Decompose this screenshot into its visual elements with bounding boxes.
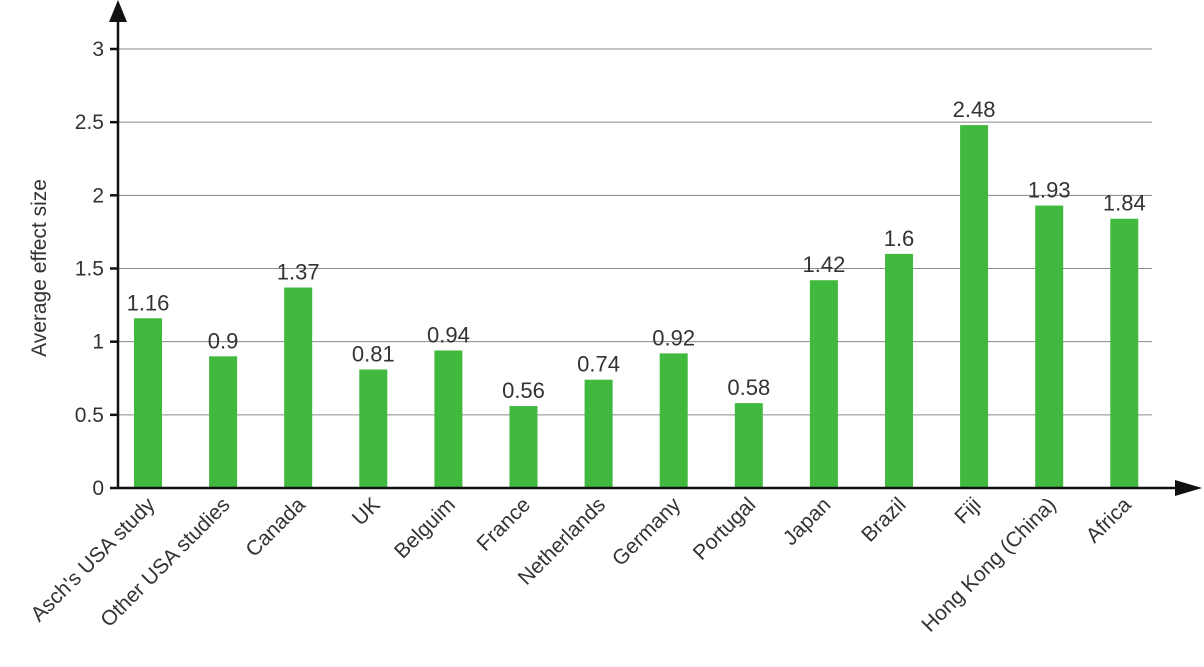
bar (134, 318, 162, 488)
bar (659, 353, 688, 488)
data-label: 0.74 (577, 352, 620, 377)
data-labels: 1.16 0.9 1.37 0.81 0.94 0.56 0.74 0.92 0.58 1.42 1… (127, 97, 1146, 403)
y-axis-arrowhead (109, 0, 127, 22)
y-tick-label: 3 (92, 38, 104, 61)
category-label: Japan (779, 493, 836, 550)
data-label: 0.9 (208, 328, 239, 353)
bar (734, 403, 763, 488)
bar (434, 350, 463, 488)
bar (359, 369, 388, 488)
data-label: 2.48 (953, 97, 996, 122)
bar (584, 379, 613, 488)
data-label: 0.94 (427, 322, 470, 347)
y-tick-label: 0.5 (75, 404, 104, 427)
bar (809, 280, 838, 488)
category-label: Brazil (857, 493, 910, 546)
data-label: 1.42 (802, 252, 845, 277)
bar (284, 287, 313, 488)
data-label: 1.6 (884, 226, 915, 251)
data-label: 0.58 (727, 375, 770, 400)
category-label: Portugal (689, 493, 761, 565)
bar (1035, 205, 1064, 488)
category-label: Belguim (390, 493, 460, 563)
bar (209, 356, 238, 488)
y-tick-label: 0 (92, 477, 104, 500)
axes (109, 0, 1202, 496)
category-label: Other USA studies (96, 493, 234, 631)
category-label: Fiji (950, 493, 985, 528)
category-label: France (473, 493, 535, 555)
bar (960, 125, 989, 489)
category-label: Africa (1082, 493, 1136, 547)
y-tick-labels: 0 0.5 1 1.5 2 2.5 3 (75, 38, 104, 500)
category-label: Hong Kong (China) (917, 493, 1060, 636)
y-tick-label: 1 (92, 331, 104, 354)
bar (509, 406, 538, 488)
data-label: 0.92 (652, 325, 695, 350)
data-label: 0.56 (502, 378, 545, 403)
data-label: 0.81 (352, 341, 395, 366)
y-tick-label: 2 (92, 184, 104, 207)
category-label: Asch's USA study (27, 493, 160, 626)
y-axis-title: Average effect size (28, 179, 51, 357)
y-tick-label: 1.5 (75, 258, 104, 281)
x-axis-arrowhead (1175, 480, 1202, 496)
category-label: Canada (241, 493, 310, 562)
category-label: UK (348, 493, 385, 530)
data-label: 1.37 (277, 260, 320, 285)
bar (1110, 218, 1139, 488)
data-label: 1.93 (1028, 178, 1071, 203)
category-label: Germany (608, 493, 686, 571)
gridlines (118, 48, 1152, 416)
data-label: 1.16 (127, 290, 170, 315)
bars (134, 125, 1139, 489)
data-label: 1.84 (1103, 191, 1146, 216)
bar (885, 253, 913, 488)
y-tick-label: 2.5 (75, 111, 104, 134)
